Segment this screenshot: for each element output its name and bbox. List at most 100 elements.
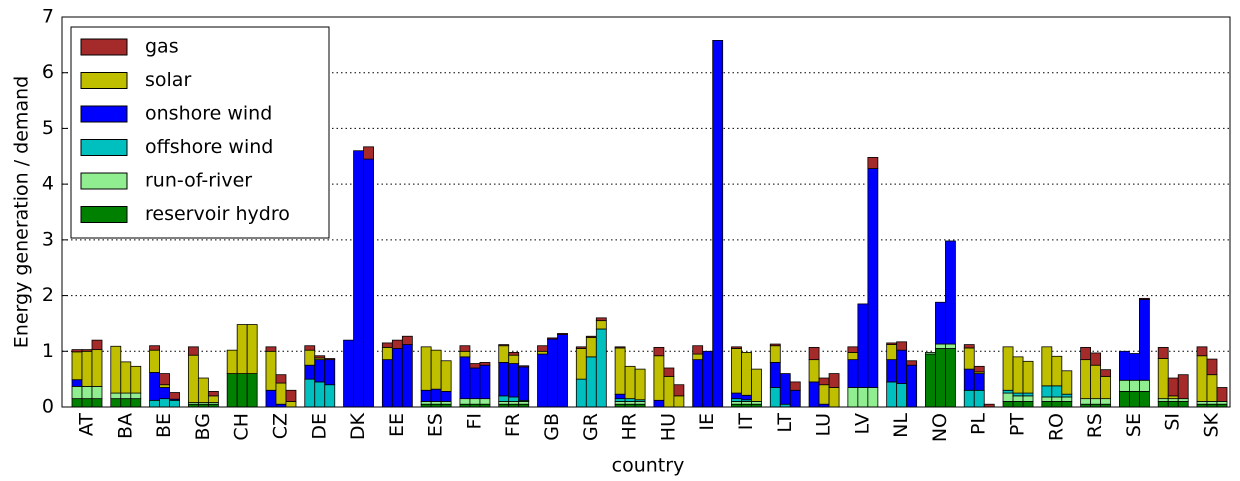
bar-segment bbox=[769, 345, 781, 363]
bar-segment bbox=[285, 389, 297, 402]
bar-segment bbox=[653, 355, 665, 401]
bar-segment bbox=[285, 401, 297, 408]
bar-segment bbox=[963, 368, 975, 391]
legend-swatch bbox=[80, 172, 128, 190]
bar-segment bbox=[1090, 352, 1102, 366]
bar-segment bbox=[518, 366, 530, 401]
bar-segment bbox=[391, 348, 403, 408]
bar-segment bbox=[479, 364, 491, 400]
legend-swatch bbox=[80, 105, 128, 123]
bar-segment bbox=[159, 373, 170, 386]
bar-segment bbox=[945, 240, 956, 345]
bar-segment bbox=[1157, 358, 1169, 400]
bar-segment bbox=[71, 379, 83, 387]
bar-segment bbox=[886, 381, 898, 408]
bar-segment bbox=[314, 355, 326, 359]
bar-segment bbox=[479, 398, 491, 405]
bar-segment bbox=[847, 351, 859, 361]
bar-segment bbox=[1012, 401, 1024, 408]
x-tick-label: GB bbox=[541, 413, 563, 441]
bar-segment bbox=[624, 401, 636, 405]
bar-segment bbox=[731, 346, 742, 349]
bar-segment bbox=[430, 401, 442, 405]
bar-segment bbox=[906, 364, 918, 408]
bar-segment bbox=[624, 365, 636, 400]
bar-segment bbox=[585, 336, 597, 358]
bar-segment bbox=[537, 353, 548, 408]
x-tick-label: RO bbox=[1045, 413, 1067, 441]
bar-segment bbox=[1090, 364, 1102, 400]
bar-segment bbox=[692, 359, 704, 408]
bar-segment bbox=[1206, 358, 1218, 376]
bar-segment bbox=[110, 398, 122, 408]
bar-segment bbox=[1196, 346, 1208, 357]
bar-segment bbox=[149, 372, 160, 401]
bar-segment bbox=[537, 345, 548, 352]
bar-segment bbox=[925, 351, 936, 355]
bar-segment bbox=[71, 398, 83, 408]
bar-segment bbox=[159, 384, 170, 388]
bar-segment bbox=[159, 387, 170, 400]
bar-segment bbox=[847, 346, 859, 353]
bar-segment bbox=[741, 351, 752, 396]
bar-segment bbox=[614, 347, 626, 395]
x-tick-label: GR bbox=[580, 413, 602, 441]
bar-segment bbox=[935, 343, 946, 349]
bar-segment bbox=[246, 373, 258, 408]
x-tick-label: SI bbox=[1162, 413, 1184, 431]
bar-segment bbox=[440, 390, 452, 402]
bar-segment bbox=[120, 361, 132, 394]
bar-segment bbox=[896, 349, 908, 384]
bar-segment bbox=[1167, 377, 1179, 397]
bar-segment bbox=[1216, 387, 1228, 402]
bar-segment bbox=[731, 401, 742, 405]
bar-segment bbox=[624, 398, 636, 402]
x-tick-label: HR bbox=[619, 413, 641, 441]
bar-segment bbox=[585, 356, 597, 408]
bar-segment bbox=[207, 390, 219, 397]
bar-segment bbox=[71, 385, 83, 400]
bar-segment bbox=[363, 158, 374, 408]
bar-segment bbox=[1216, 401, 1228, 405]
bar-segment bbox=[595, 317, 607, 322]
legend-label: solar bbox=[145, 69, 191, 91]
bar-segment bbox=[614, 346, 626, 349]
x-tick-label: BG bbox=[192, 413, 214, 440]
bar-segment bbox=[585, 335, 597, 338]
x-tick-label: BE bbox=[153, 413, 175, 438]
bar-segment bbox=[663, 375, 675, 408]
bar-segment bbox=[120, 398, 132, 408]
bar-segment bbox=[363, 146, 374, 160]
bar-segment bbox=[207, 395, 219, 403]
bar-segment bbox=[110, 345, 122, 394]
bar-segment bbox=[557, 334, 568, 408]
bar-segment bbox=[857, 387, 869, 408]
bar-segment bbox=[81, 350, 93, 387]
bar-segment bbox=[314, 359, 326, 383]
bar-segment bbox=[808, 381, 820, 408]
bar-segment bbox=[459, 398, 471, 405]
bar-segment bbox=[935, 348, 946, 408]
bar-segment bbox=[925, 353, 936, 408]
bar-segment bbox=[1051, 401, 1063, 408]
bar-segment bbox=[469, 363, 481, 369]
bar-segment bbox=[226, 373, 238, 408]
x-tick-label: DK bbox=[347, 412, 369, 440]
y-tick-label: 3 bbox=[42, 228, 54, 250]
bar-segment bbox=[275, 382, 287, 405]
y-tick-label: 7 bbox=[42, 6, 54, 28]
bar-segment bbox=[1080, 398, 1092, 405]
x-tick-label: LT bbox=[774, 413, 796, 433]
bar-segment bbox=[1022, 395, 1034, 402]
bar-segment bbox=[518, 365, 530, 368]
bar-segment bbox=[595, 320, 607, 330]
legend-label: run-of-river bbox=[145, 170, 252, 192]
bar-segment bbox=[1012, 356, 1024, 394]
bar-segment bbox=[469, 367, 481, 400]
bar-segment bbox=[440, 360, 452, 392]
x-tick-label: BA bbox=[114, 413, 136, 439]
bar-segment bbox=[1080, 359, 1092, 400]
bar-segment bbox=[1012, 395, 1024, 402]
bar-segment bbox=[1119, 350, 1130, 381]
bar-segment bbox=[498, 401, 510, 405]
